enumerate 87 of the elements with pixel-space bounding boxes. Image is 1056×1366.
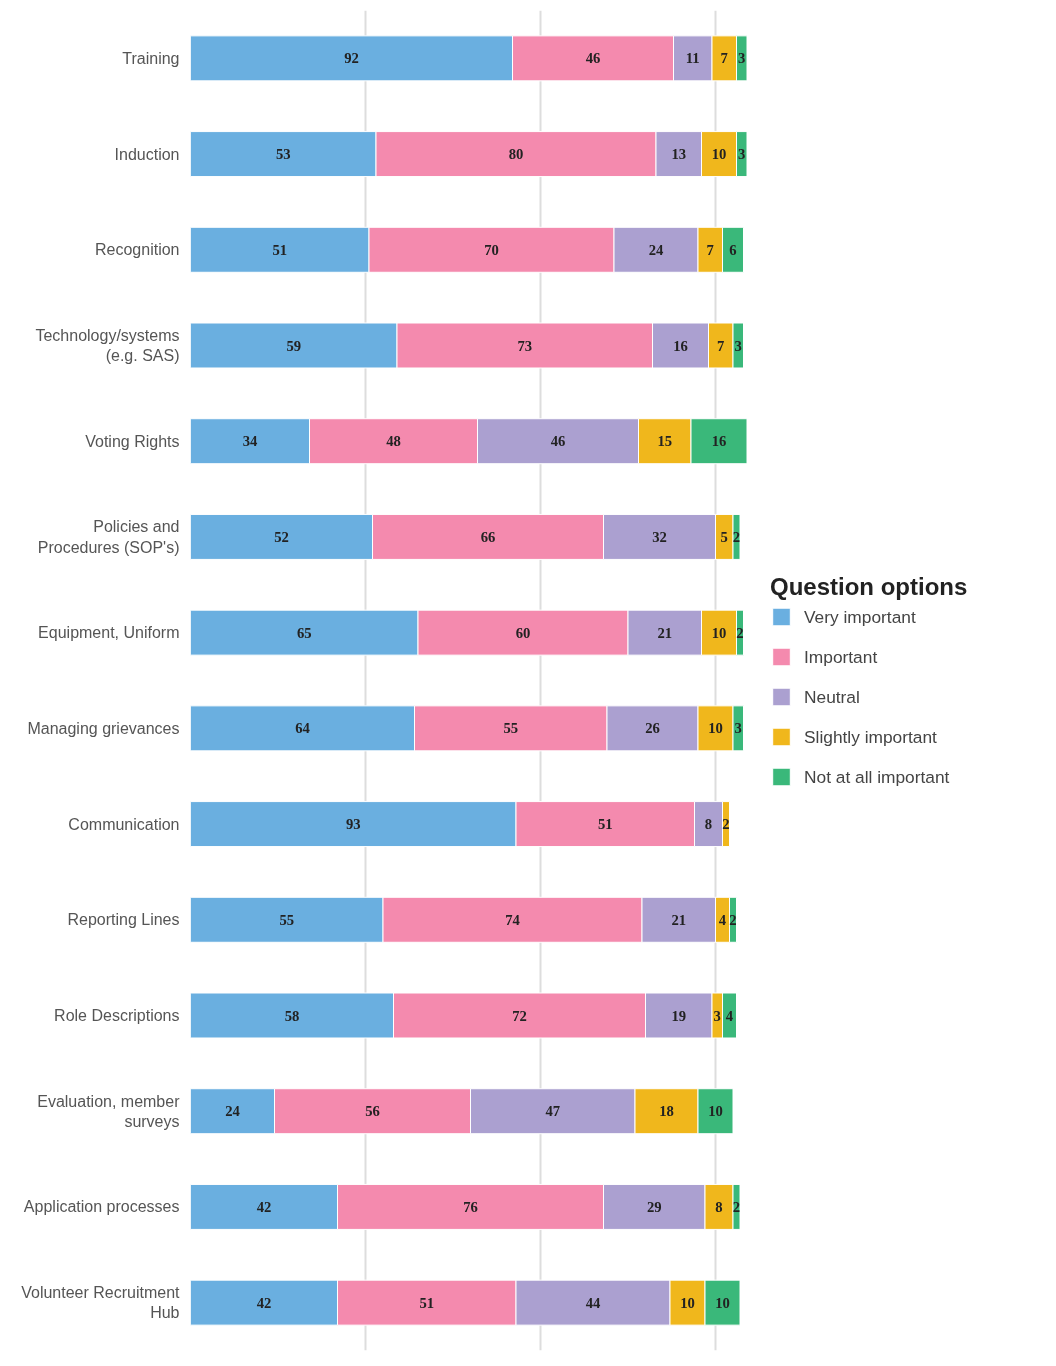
data-label: 51	[597, 816, 613, 833]
legend-label: Not at all important	[804, 766, 950, 787]
data-label: 10	[711, 146, 727, 163]
y-tick-label: Equipment, Uniform	[38, 624, 180, 642]
legend-label: Slightly important	[804, 726, 937, 747]
data-label: 58	[284, 1007, 300, 1024]
y-tick-label: Induction	[114, 145, 180, 163]
data-label: 3	[734, 337, 742, 354]
data-label: 51	[419, 1294, 435, 1311]
data-label: 74	[505, 911, 521, 928]
data-label: 10	[680, 1294, 695, 1311]
data-label: 29	[646, 1198, 662, 1215]
data-label: 10	[711, 624, 727, 641]
data-label: 56	[365, 1103, 380, 1120]
y-tick-label: Training	[122, 49, 180, 67]
data-label: 7	[720, 50, 728, 67]
data-label: 80	[508, 146, 524, 163]
data-label: 34	[242, 433, 258, 450]
y-tick-label: Technology/systems (e.g. SAS)	[35, 326, 180, 365]
data-label: 55	[279, 911, 295, 928]
data-label: 26	[645, 720, 660, 737]
data-label: 19	[671, 1007, 687, 1024]
data-label: 7	[717, 337, 725, 354]
legend-label: Very important	[804, 606, 916, 627]
data-label: 21	[671, 911, 687, 928]
data-label: 52	[274, 528, 289, 545]
data-label: 53	[275, 146, 291, 163]
data-label: 16	[711, 433, 727, 450]
data-label: 3	[713, 1007, 721, 1024]
data-label: 10	[708, 1103, 723, 1120]
data-label: 13	[671, 146, 687, 163]
data-label: 73	[517, 337, 533, 354]
data-label: 92	[344, 50, 359, 67]
data-label: 72	[512, 1007, 527, 1024]
data-label: 70	[484, 241, 499, 258]
data-label: 3	[734, 720, 742, 737]
data-label: 51	[272, 241, 288, 258]
data-label: 2	[736, 624, 744, 641]
data-label: 24	[225, 1103, 241, 1120]
data-label: 60	[515, 624, 531, 641]
data-label: 5	[720, 528, 728, 545]
data-label: 24	[648, 241, 664, 258]
legend-label: Neutral	[804, 686, 860, 707]
data-label: 65	[296, 624, 312, 641]
data-label: 42	[256, 1294, 272, 1311]
data-label: 44	[585, 1294, 601, 1311]
data-label: 2	[722, 816, 730, 833]
data-label: 4	[725, 1007, 734, 1024]
data-label: 48	[386, 433, 401, 450]
data-label: 46	[550, 433, 566, 450]
y-tick-label: Application processes	[23, 1198, 180, 1216]
y-tick-label: Voting Rights	[85, 432, 180, 450]
data-label: 6	[729, 241, 737, 258]
data-label: 59	[286, 337, 302, 354]
data-label: 3	[738, 146, 746, 163]
data-label: 47	[545, 1103, 561, 1120]
data-label: 64	[295, 720, 311, 737]
y-tick-label: Evaluation, member surveys	[37, 1092, 181, 1130]
data-label: 2	[729, 911, 737, 928]
y-tick-label: Policies and Procedures (SOP's)	[37, 518, 180, 556]
data-label: 76	[463, 1198, 478, 1215]
data-label: 46	[585, 50, 601, 67]
data-label: 8	[704, 816, 713, 833]
data-label: 16	[673, 337, 688, 354]
legend-label: Important	[804, 646, 878, 667]
y-tick-label: Communication	[68, 815, 180, 833]
y-tick-label: Role Descriptions	[54, 1007, 180, 1024]
y-tick-label: Recognition	[95, 241, 180, 259]
y-tick-label: Reporting Lines	[67, 911, 180, 929]
data-label: 15	[657, 433, 673, 450]
data-label: 10	[708, 720, 723, 737]
data-label: 66	[480, 528, 496, 545]
data-label: 32	[652, 528, 667, 545]
data-label: 11	[685, 50, 700, 67]
data-label: 4	[718, 911, 727, 928]
data-label: 55	[503, 720, 519, 737]
data-label: 3	[738, 50, 746, 67]
data-label: 21	[657, 624, 673, 641]
data-label: 7	[706, 241, 714, 258]
legend-title: Question options	[770, 572, 968, 601]
data-label: 42	[256, 1198, 272, 1215]
data-label: 18	[659, 1103, 674, 1120]
data-label: 8	[715, 1198, 723, 1215]
data-label: 93	[345, 816, 361, 833]
y-tick-label: Managing grievances	[27, 719, 180, 737]
data-label: 10	[715, 1294, 730, 1311]
y-tick-label: Volunteer Recruitment Hub	[21, 1283, 181, 1322]
